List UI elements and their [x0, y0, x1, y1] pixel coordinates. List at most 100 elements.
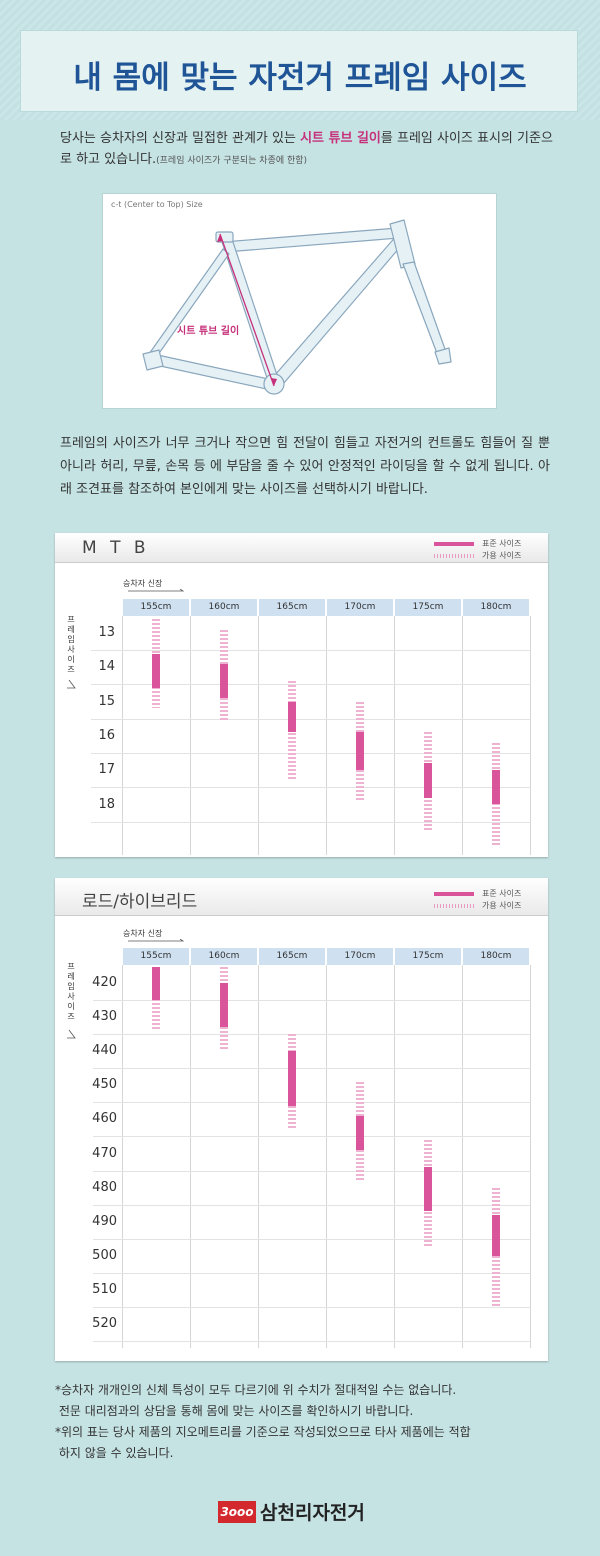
standard-range-bar	[152, 967, 160, 1001]
y-tick-label: 520	[92, 1316, 117, 1331]
y-tick-label: 18	[98, 796, 115, 812]
height-axis-label: 승차자 신장	[123, 579, 163, 588]
grid-column-line	[326, 616, 327, 855]
diagram-caption: c-t (Center to Top) Size	[111, 200, 203, 209]
frame-arrow-icon	[67, 1029, 76, 1039]
y-tick-label: 17	[98, 762, 115, 778]
grid-row-line	[93, 1000, 530, 1002]
seat-tube-label: 시트 튜브 길이	[177, 326, 240, 337]
grid-column-line	[530, 965, 531, 1348]
grid-row-line	[93, 1272, 530, 1274]
legend-standard-label: 표준 사이즈	[482, 539, 522, 548]
legend: 표준 사이즈 가용 사이즈	[430, 888, 540, 912]
intro-note: (프레임 사이즈가 구분되는 차종에 한함)	[156, 156, 308, 166]
column-header: 170cm	[327, 948, 393, 965]
column-header: 175cm	[395, 599, 461, 616]
title-box	[20, 30, 578, 112]
legend-standard-swatch	[434, 892, 474, 896]
column-header: 155cm	[123, 599, 189, 616]
y-tick-label: 15	[98, 693, 115, 709]
legend-usable-swatch	[434, 554, 474, 558]
notes: *승차자 개개인의 신체 특성이 모두 다르기에 위 수치가 절대적일 수는 없…	[55, 1380, 545, 1464]
standard-range-bar	[220, 983, 228, 1028]
panel-header: 로드/하이브리드 표준 사이즈 가용 사이즈	[55, 878, 548, 916]
standard-range-bar	[288, 1051, 296, 1106]
standard-range-bar	[424, 1167, 432, 1212]
frame-diagram: c-t (Center to Top) Size	[102, 193, 497, 409]
intro-before: 당사는 승차자의 신장과 밀접한 관계가 있는	[60, 131, 301, 146]
y-tick-label: 430	[92, 1009, 117, 1025]
standard-range-bar	[356, 1115, 364, 1151]
grid-row-line	[93, 1102, 530, 1104]
grid-column-line	[462, 616, 463, 855]
y-tick-label: 460	[92, 1111, 117, 1127]
y-tick-label: 490	[92, 1213, 117, 1229]
y-tick-label: 440	[92, 1043, 117, 1059]
chart-title: 로드/하이브리드	[82, 892, 198, 912]
grid-row-line	[93, 1170, 530, 1172]
note-line: *위의 표는 당사 제품의 지오메트리를 기준으로 작성되었으므로 타사 제품에…	[55, 1425, 471, 1439]
grid-column-line	[122, 965, 123, 1348]
column-header: 170cm	[327, 599, 393, 616]
standard-range-bar	[152, 653, 160, 688]
grid-column-line	[122, 616, 123, 855]
grid-row-line	[93, 1034, 530, 1036]
column-header: 175cm	[395, 948, 461, 965]
grid-row-line	[91, 684, 530, 686]
grid-column-line	[462, 965, 463, 1348]
grid-column-line	[394, 616, 395, 855]
y-tick-label: 450	[92, 1077, 117, 1093]
grid-row-line	[93, 1341, 530, 1343]
column-header: 165cm	[259, 948, 325, 965]
frame-arrow-icon	[67, 679, 76, 689]
height-arrow-icon	[128, 589, 185, 592]
column-header: 180cm	[463, 948, 529, 965]
legend: 표준 사이즈 가용 사이즈	[430, 538, 540, 562]
intro-highlight: 시트 튜브 길이	[300, 131, 381, 146]
y-tick-label: 480	[92, 1179, 117, 1195]
legend-usable-label: 가용 사이즈	[482, 551, 522, 560]
grid-row-line	[91, 718, 530, 720]
panel-header: M T B 표준 사이즈 가용 사이즈	[55, 533, 548, 563]
grid-column-line	[190, 616, 191, 855]
intro-after: 를 프레임 사이즈 표시의 기준으로 하고 있습니다.	[60, 131, 553, 167]
legend-standard-label: 표준 사이즈	[482, 889, 522, 898]
column-header: 155cm	[123, 948, 189, 965]
logo-mark: 3ooo	[218, 1501, 256, 1523]
legend-standard-swatch	[434, 542, 474, 546]
body-paragraph: 프레임의 사이즈가 너무 크거나 작으면 힘 전달이 힘들고 자전거의 컨트롤도…	[60, 436, 550, 497]
grid-row-line	[93, 1068, 530, 1070]
grid-row-line	[93, 1238, 530, 1240]
column-header: 180cm	[463, 599, 529, 616]
grid-row-line	[93, 1204, 530, 1206]
grid-row-line	[91, 787, 530, 789]
y-tick-label: 420	[92, 975, 117, 990]
grid-column-line	[530, 616, 531, 855]
grid-row-line	[91, 821, 530, 823]
bike-frame-illustration	[142, 219, 452, 395]
grid-column-line	[394, 965, 395, 1348]
column-header: 165cm	[259, 599, 325, 616]
grid-row-line	[91, 753, 530, 755]
column-header: 160cm	[191, 948, 257, 965]
grid-column-line	[258, 616, 259, 855]
note-line: 전문 대리점과의 상담을 통해 몸에 맞는 사이즈를 확인하시기 바랍니다.	[55, 1404, 414, 1418]
standard-range-bar	[356, 732, 364, 771]
note-line: 하지 않을 수 있습니다.	[55, 1446, 174, 1460]
height-axis-label: 승차자 신장	[123, 929, 163, 938]
standard-range-bar	[424, 763, 432, 798]
grid-column-line	[326, 965, 327, 1348]
y-tick-label: 510	[92, 1281, 117, 1297]
height-arrow-icon	[128, 939, 185, 942]
y-tick-label: 14	[98, 659, 115, 675]
y-tick-label: 470	[92, 1145, 117, 1161]
standard-range-bar	[288, 701, 296, 733]
grid-row-line	[91, 650, 530, 652]
y-tick-label: 16	[98, 727, 115, 743]
standard-range-bar	[492, 770, 500, 805]
grid-row-line	[93, 1136, 530, 1138]
